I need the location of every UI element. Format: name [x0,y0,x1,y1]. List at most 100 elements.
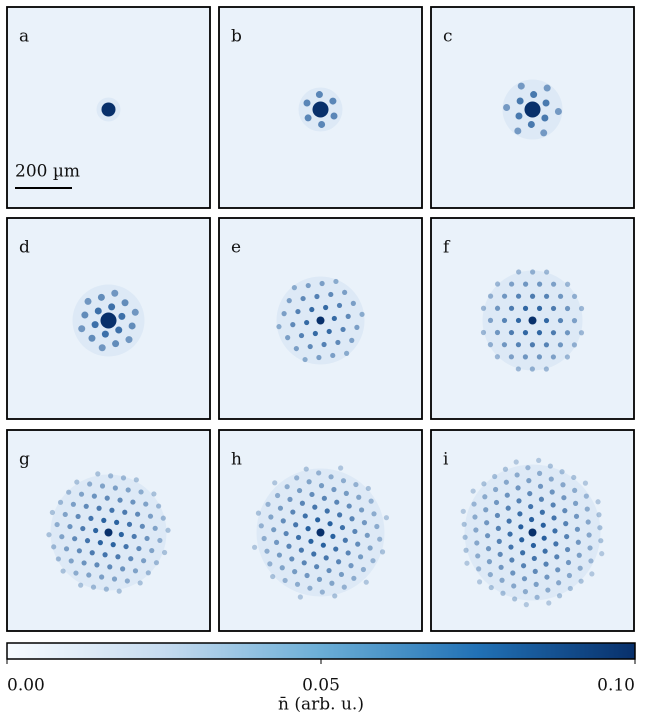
spot [295,534,302,541]
spot [336,559,342,565]
spot [508,544,514,550]
spot [510,570,516,576]
spot [330,533,336,539]
spot [114,519,120,525]
spot [514,127,522,135]
spot [344,350,350,356]
spot [304,114,312,122]
spot [51,544,57,550]
spot [331,315,337,322]
spot [498,564,504,570]
spot [480,329,487,336]
spot [506,518,512,524]
spot [340,478,347,484]
spot [517,511,523,517]
spot [130,499,136,505]
spot [578,330,585,336]
spot [276,324,282,330]
spot [112,485,118,491]
spot [308,538,314,544]
spot [351,575,357,581]
spot [550,354,556,360]
spot [98,344,106,352]
spot [283,530,289,537]
spot [543,293,550,299]
spot [474,540,480,546]
spot [332,593,338,599]
spot [374,523,380,530]
spot [87,481,93,487]
spot [556,593,563,599]
spot [515,485,521,491]
spot [356,494,362,500]
spot [321,495,327,501]
spot [377,536,383,542]
spot [330,112,338,120]
spot [529,293,536,299]
spot [153,560,160,566]
spot [104,495,110,501]
spot [133,477,139,483]
spot [316,576,323,582]
spot [516,269,522,275]
spot [509,281,515,287]
spot [282,577,288,584]
spot [482,494,488,500]
spot [307,585,313,591]
spot [370,558,376,564]
spot [57,499,64,505]
panel-frame [430,217,635,420]
spot [298,547,304,553]
panel-label: a [19,27,29,47]
spot [101,330,109,338]
spot [365,485,371,492]
spot [302,356,308,363]
spot [507,531,513,537]
spot [101,102,116,117]
spot [383,515,390,521]
panel-label: f [443,238,451,258]
spot [494,512,501,519]
spot [488,584,494,591]
spot [145,570,151,576]
spot [494,305,501,311]
spot [290,322,296,328]
spot [357,554,364,560]
spot [303,99,311,107]
spot [316,528,325,537]
spot [311,551,317,557]
spot [345,313,351,319]
spot [97,293,105,301]
spot [502,466,509,472]
spot [84,297,92,305]
spot [107,564,113,570]
spot [110,542,116,548]
spot [291,285,297,291]
spot [531,555,537,562]
spot [335,339,341,346]
spot [136,545,142,552]
spot [147,513,154,519]
spot [281,311,287,317]
spot [99,574,105,580]
spot [305,282,311,289]
spot [537,281,543,287]
spot [303,466,309,472]
spot [536,305,543,311]
spot [559,469,565,475]
spot [521,576,528,582]
spot [316,316,325,325]
spot [342,537,348,543]
spot [118,312,126,320]
spot [279,565,285,571]
spot [583,493,589,499]
spot [534,594,540,600]
colorbar-tick-label: 0.05 [302,676,340,696]
spot [318,483,325,489]
spot [323,304,329,311]
spot [530,91,538,99]
spot [323,555,329,561]
spot [473,527,479,533]
spot [544,269,550,275]
spot [294,475,300,481]
